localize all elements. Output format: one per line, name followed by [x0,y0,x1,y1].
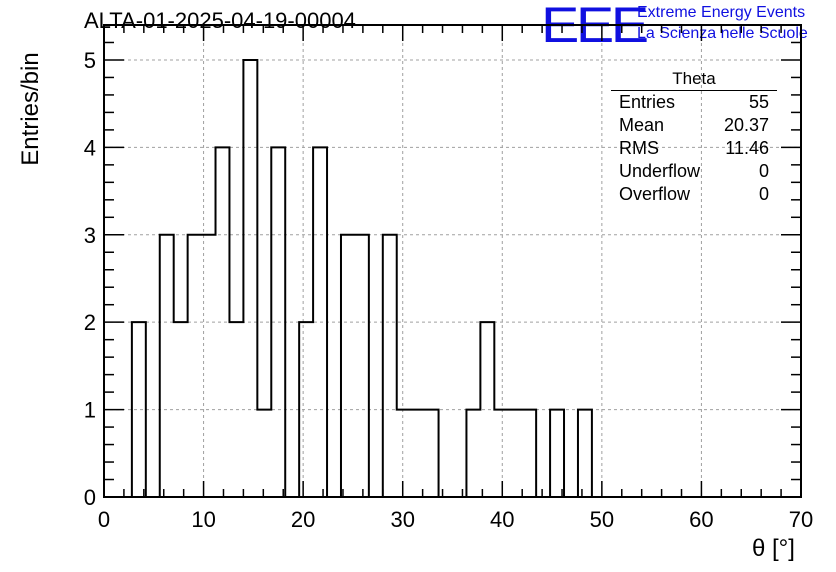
stats-label: Overflow [619,184,691,204]
y-tick-label: 4 [84,135,96,160]
stats-row-overflow: Overflow 0 [611,183,777,206]
plot-title: ALTA-01-2025-04-19-00004 [84,8,356,33]
stats-row-rms: RMS 11.46 [611,137,777,160]
stats-title: Theta [611,68,777,91]
y-tick-label: 3 [84,223,96,248]
x-tick-label: 0 [98,507,110,532]
logo-line-2: La Scienza nelle Scuole [637,25,808,42]
y-tick-label: 1 [84,398,96,423]
stats-label: RMS [619,138,659,158]
x-tick-label: 50 [590,507,614,532]
stats-label: Mean [619,115,665,135]
x-axis-label: θ [°] [752,535,795,562]
x-tick-label: 70 [789,507,813,532]
logo-line-1: Extreme Energy Events [637,4,806,21]
stats-value: 0 [758,184,769,204]
stats-row-mean: Mean 20.37 [611,114,777,137]
stats-row-underflow: Underflow 0 [611,160,777,183]
stats-value: 20.37 [723,115,769,135]
stats-box: Theta Entries 55 Mean 20.37 RMS 11.46 Un… [611,68,777,206]
stats-label: Underflow [619,161,701,181]
stats-value: 11.46 [725,138,769,158]
x-tick-label: 40 [490,507,514,532]
stats-value: 55 [748,92,769,112]
x-tick-label: 20 [291,507,315,532]
x-tick-label: 10 [191,507,215,532]
y-tick-label: 5 [84,48,96,73]
y-tick-label: 2 [84,310,96,335]
x-tick-label: 30 [390,507,414,532]
stats-row-entries: Entries 55 [611,91,777,114]
y-tick-label: 0 [84,485,96,510]
x-tick-label: 60 [689,507,713,532]
plot-frame [103,24,802,498]
stats-value: 0 [758,161,769,181]
stats-label: Entries [619,92,676,112]
